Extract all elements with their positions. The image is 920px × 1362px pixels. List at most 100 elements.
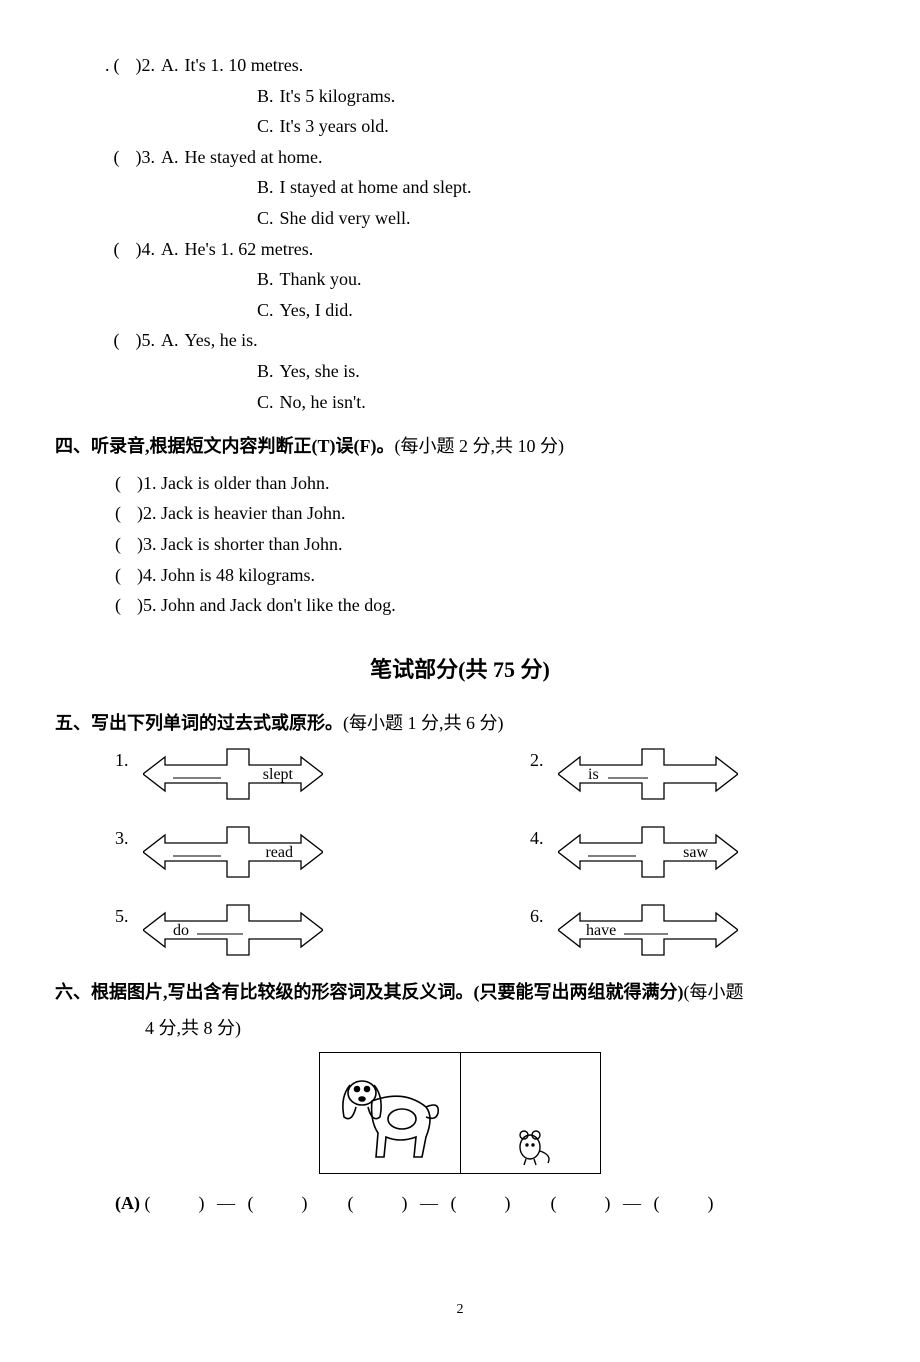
- tf-text-3: Jack is shorter than John.: [161, 529, 342, 560]
- question-2: . ( )2. A. It's 1. 10 metres. B. It's 5 k…: [105, 50, 865, 142]
- arrow-num-5: 5.: [115, 901, 129, 932]
- q2-option-B: It's 5 kilograms.: [280, 86, 396, 106]
- q5-option-B: Yes, she is.: [280, 361, 360, 381]
- section-5-heading: 五、写出下列单词的过去式或原形。(每小题 1 分,共 6 分): [55, 708, 865, 739]
- tf-num-4: )4.: [137, 560, 161, 591]
- tf-blank-1[interactable]: (: [115, 468, 127, 499]
- answer-blank-5[interactable]: (: [114, 325, 126, 356]
- tf-text-4: John is 48 kilograms.: [161, 560, 315, 591]
- q5-option-C: No, he isn't.: [280, 392, 366, 412]
- arrow-word-6: have: [586, 922, 616, 939]
- option-label-C: C.: [257, 392, 274, 412]
- double-arrow-icon: saw: [558, 823, 738, 881]
- q2-option-A: It's 1. 10 metres.: [185, 50, 304, 81]
- arrows-grid: 1. slept 2. is 3. read 4.: [115, 745, 825, 959]
- section-6-scoring: (每小题: [684, 982, 744, 1002]
- option-label-B: B.: [257, 86, 274, 106]
- arrow-item-4: 4. saw: [530, 823, 825, 881]
- page-number: 2: [55, 1298, 865, 1322]
- section-5-title: 五、写出下列单词的过去式或原形。: [55, 713, 343, 733]
- answer-label-A: (A): [115, 1193, 140, 1213]
- option-label-C: C.: [257, 208, 274, 228]
- option-label-B: B.: [257, 177, 274, 197]
- option-label-A: A.: [161, 234, 179, 265]
- arrow-num-3: 3.: [115, 823, 129, 854]
- answer-blank-3[interactable]: (: [114, 142, 126, 173]
- arrow-item-5: 5. do: [115, 901, 410, 959]
- section-4-title: 四、听录音,根据短文内容判断正(T)误(F)。: [55, 436, 394, 456]
- double-arrow-icon: have: [558, 901, 738, 959]
- option-label-A: A.: [161, 50, 179, 81]
- arrow-word-2: is: [588, 766, 599, 783]
- double-arrow-icon: is: [558, 745, 738, 803]
- q4-option-A: He's 1. 62 metres.: [185, 234, 314, 265]
- tf-num-3: )3.: [137, 529, 161, 560]
- question-number-3: )3.: [136, 142, 156, 173]
- option-label-C: C.: [257, 300, 274, 320]
- picture-divider: [460, 1053, 461, 1173]
- section-6-scoring-line2: 4 分,共 8 分): [145, 1013, 865, 1044]
- q3-option-C: She did very well.: [280, 208, 411, 228]
- tf-blank-3[interactable]: (: [115, 529, 127, 560]
- tf-text-1: Jack is older than John.: [161, 468, 329, 499]
- question-3: . ( )3. A. He stayed at home. B.I stayed…: [105, 142, 865, 234]
- q4-option-B: Thank you.: [280, 269, 362, 289]
- tf-blank-2[interactable]: (: [115, 498, 127, 529]
- arrow-word-1: slept: [262, 766, 293, 783]
- tf-blank-4[interactable]: (: [115, 560, 127, 591]
- q4-option-C: Yes, I did.: [280, 300, 353, 320]
- picture-frame: [319, 1052, 601, 1174]
- tf-num-1: )1.: [137, 468, 161, 499]
- section-4-scoring: (每小题 2 分,共 10 分): [394, 436, 564, 456]
- tf-num-5: )5.: [137, 590, 161, 621]
- answer-line: (A) ( ) — ( ) ( ) — ( ) ( ) — ( ): [115, 1188, 865, 1219]
- option-label-A: A.: [161, 142, 179, 173]
- arrow-num-6: 6.: [530, 901, 544, 932]
- picture-cell-dog: [320, 1053, 460, 1173]
- picture-cell-mouse: [460, 1053, 600, 1173]
- section-6-title: 六、根据图片,写出含有比较级的形容词及其反义词。(只要能写出两组就得满分): [55, 982, 684, 1002]
- arrow-item-6: 6. have: [530, 901, 825, 959]
- question-4: . ( )4. A. He's 1. 62 metres. B.Thank yo…: [105, 234, 865, 326]
- picture-row: [55, 1052, 865, 1174]
- double-arrow-icon: do: [143, 901, 323, 959]
- written-section-header: 笔试部分(共 75 分): [55, 651, 865, 688]
- section-6-heading: 六、根据图片,写出含有比较级的形容词及其反义词。(只要能写出两组就得满分)(每小…: [55, 977, 865, 1008]
- arrow-item-3: 3. read: [115, 823, 410, 881]
- answer-pair-1[interactable]: ( ) — ( ): [145, 1193, 312, 1213]
- arrow-item-2: 2. is: [530, 745, 825, 803]
- arrow-word-3: read: [265, 844, 293, 861]
- arrow-num-4: 4.: [530, 823, 544, 854]
- arrow-item-1: 1. slept: [115, 745, 410, 803]
- option-label-A: A.: [161, 325, 179, 356]
- answer-blank-4[interactable]: (: [114, 234, 126, 265]
- section-5-scoring: (每小题 1 分,共 6 分): [343, 713, 504, 733]
- tf-blank-5[interactable]: (: [115, 590, 127, 621]
- answer-pair-3[interactable]: ( ) — ( ): [550, 1193, 717, 1213]
- question-number-2: )2.: [136, 50, 156, 81]
- option-label-C: C.: [257, 116, 274, 136]
- arrow-num-1: 1.: [115, 745, 129, 776]
- question-number-4: )4.: [136, 234, 156, 265]
- option-label-B: B.: [257, 269, 274, 289]
- tf-text-5: John and Jack don't like the dog.: [161, 590, 396, 621]
- q2-option-C: It's 3 years old.: [280, 116, 389, 136]
- arrow-word-4: saw: [683, 844, 708, 861]
- true-false-block: ( )1. Jack is older than John. ( )2. Jack …: [115, 468, 865, 621]
- mouse-icon: [500, 1107, 560, 1167]
- question-number-5: )5.: [136, 325, 156, 356]
- q5-option-A: Yes, he is.: [185, 325, 258, 356]
- dog-icon: [330, 1067, 450, 1167]
- q3-option-A: He stayed at home.: [185, 142, 323, 173]
- arrow-num-2: 2.: [530, 745, 544, 776]
- lead-dot: .: [105, 50, 110, 81]
- question-5: . ( )5. A. Yes, he is. B.Yes, she is. C.…: [105, 325, 865, 417]
- tf-text-2: Jack is heavier than John.: [161, 498, 345, 529]
- tf-num-2: )2.: [137, 498, 161, 529]
- double-arrow-icon: read: [143, 823, 323, 881]
- double-arrow-icon: slept: [143, 745, 323, 803]
- option-label-B: B.: [257, 361, 274, 381]
- q3-option-B: I stayed at home and slept.: [280, 177, 472, 197]
- answer-pair-2[interactable]: ( ) — ( ): [347, 1193, 514, 1213]
- answer-blank-2[interactable]: (: [114, 50, 126, 81]
